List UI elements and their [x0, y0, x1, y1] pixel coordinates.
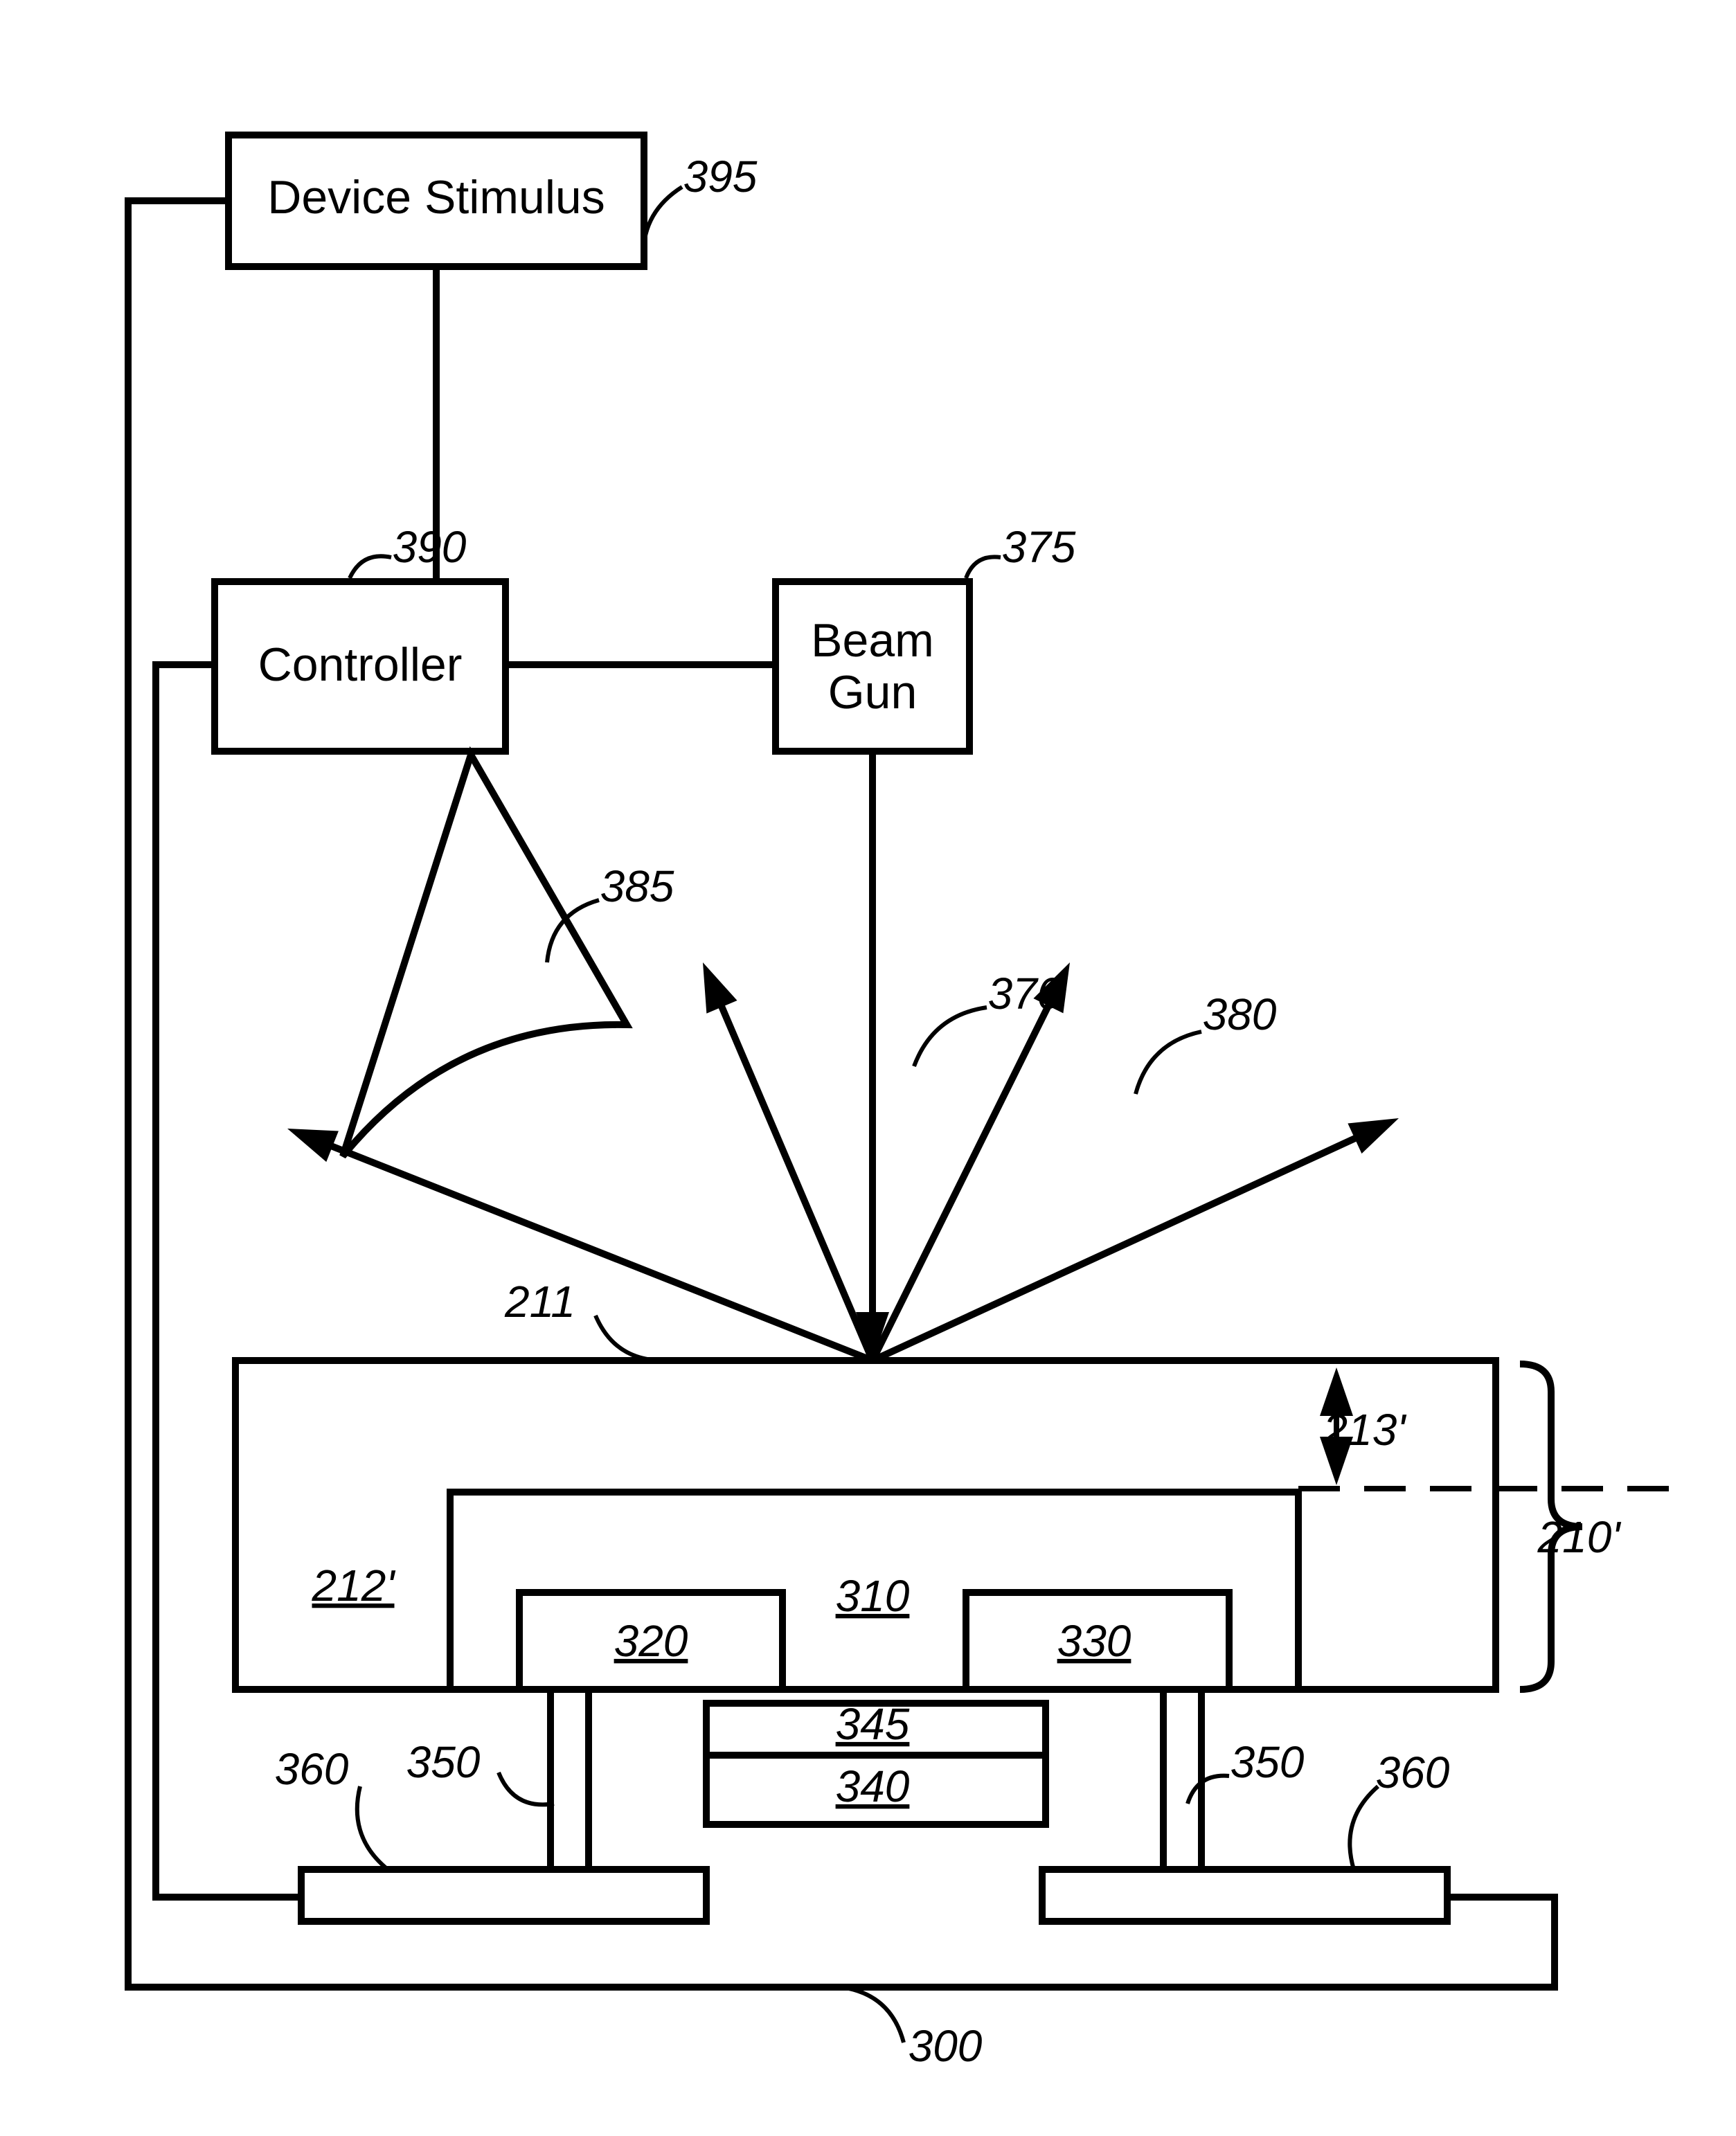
svg-text:350: 350: [406, 1737, 481, 1787]
svg-text:395: 395: [683, 152, 758, 201]
svg-text:340: 340: [836, 1761, 910, 1811]
svg-text:375: 375: [1002, 522, 1076, 572]
svg-text:Device Stimulus: Device Stimulus: [267, 171, 605, 224]
svg-text:360: 360: [275, 1744, 349, 1794]
svg-text:320: 320: [614, 1616, 688, 1666]
svg-text:212': 212': [312, 1561, 397, 1610]
svg-text:345: 345: [836, 1699, 910, 1749]
svg-text:350: 350: [1231, 1737, 1305, 1787]
svg-text:Controller: Controller: [258, 638, 463, 691]
svg-text:211: 211: [504, 1277, 575, 1327]
svg-text:385: 385: [600, 861, 674, 911]
svg-text:380: 380: [1203, 989, 1277, 1039]
svg-text:370: 370: [988, 969, 1062, 1018]
svg-text:300: 300: [909, 2021, 983, 2071]
svg-text:213': 213': [1323, 1405, 1408, 1455]
svg-text:Beam: Beam: [811, 614, 934, 667]
svg-text:390: 390: [393, 522, 467, 572]
svg-text:360: 360: [1376, 1748, 1450, 1797]
svg-text:Gun: Gun: [828, 666, 918, 719]
svg-text:310: 310: [836, 1571, 910, 1621]
svg-text:330: 330: [1057, 1616, 1131, 1666]
figure-diagram: Device Stimulus Controller BeamGun 395 390 37…: [0, 0, 1736, 2136]
svg-text:210': 210': [1537, 1512, 1622, 1562]
